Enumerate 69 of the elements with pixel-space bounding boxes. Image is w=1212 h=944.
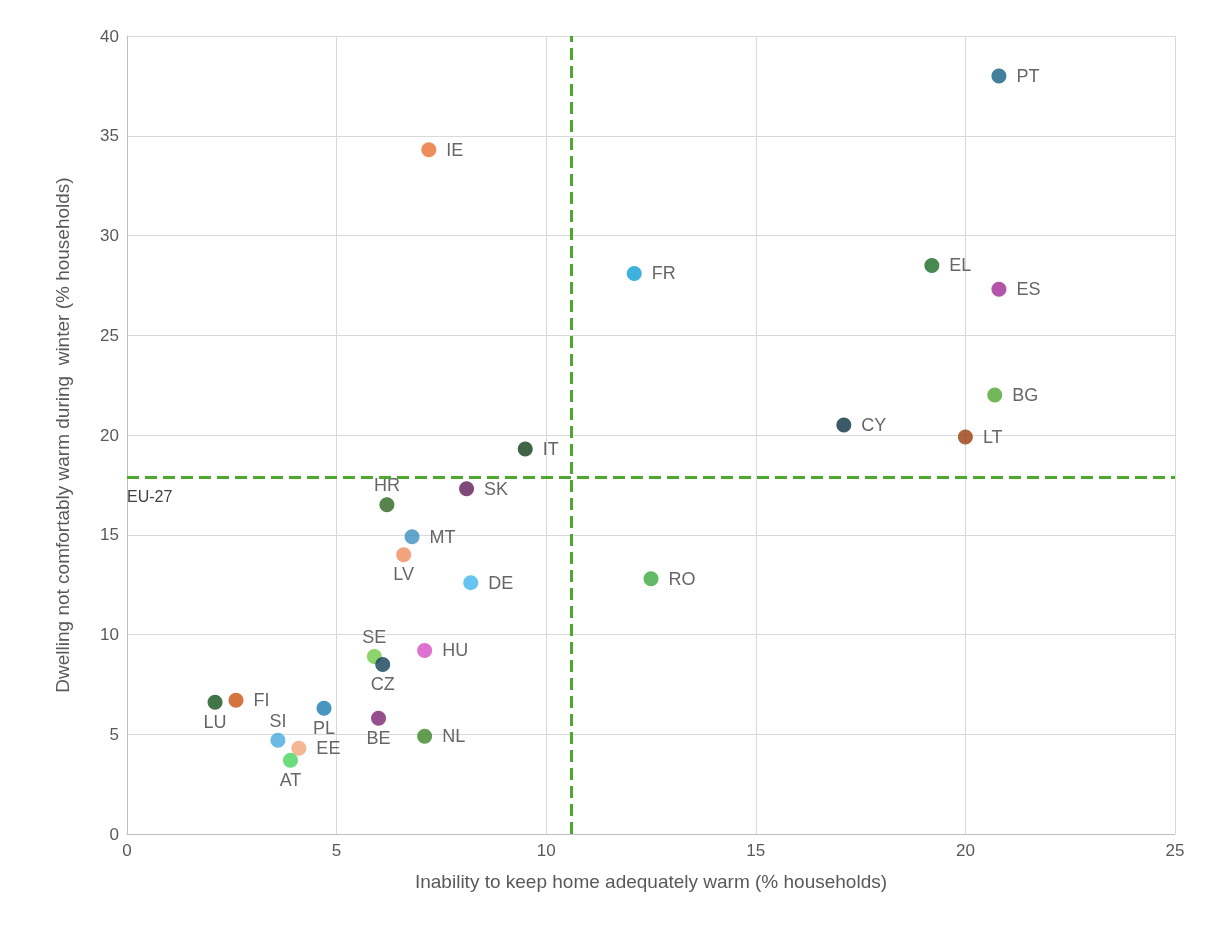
series-label: EL xyxy=(949,255,972,276)
y-tick-label: 30 xyxy=(100,226,119,245)
y-tick-label: 35 xyxy=(100,126,119,146)
series-label: LU xyxy=(203,711,227,732)
series-label: BG xyxy=(1012,385,1039,406)
y-tick-label: 0 xyxy=(109,824,119,844)
point xyxy=(379,497,395,513)
series-label: DE xyxy=(488,572,514,593)
point xyxy=(417,642,433,658)
series-label: IE xyxy=(446,139,464,160)
series-label: AT xyxy=(279,769,302,790)
point xyxy=(957,429,973,445)
y-tick-label: 25 xyxy=(100,325,119,345)
series-label: FR xyxy=(651,263,676,284)
y-tick-label: 5 xyxy=(109,724,119,744)
y-axis-title: Dwelling not comfortably warm during winter (% households) xyxy=(52,177,73,693)
series-label: HU xyxy=(442,640,469,661)
x-tick-label: 25 xyxy=(1165,841,1185,860)
point xyxy=(463,575,479,591)
ref-line-label: EU-27 xyxy=(127,488,173,506)
x-tick-label: 5 xyxy=(331,841,342,860)
x-tick-label: 10 xyxy=(536,841,556,860)
series-label: PL xyxy=(313,717,336,738)
series-label: LT xyxy=(982,426,1003,447)
y-tick-label: 40 xyxy=(100,26,119,46)
series-label: SK xyxy=(484,478,509,499)
point xyxy=(270,732,286,748)
series-label: NL xyxy=(442,726,466,747)
y-tick-label: 20 xyxy=(100,425,119,445)
series-label: PT xyxy=(1016,65,1040,86)
series-label: LV xyxy=(393,564,415,585)
point xyxy=(991,68,1007,84)
point xyxy=(207,694,223,710)
point xyxy=(517,441,533,457)
series-label: CZ xyxy=(370,673,395,694)
point xyxy=(371,710,387,726)
series-label: ES xyxy=(1016,279,1041,300)
series-label: SI xyxy=(269,710,287,731)
series-label: HR xyxy=(373,475,400,496)
series-label: RO xyxy=(668,568,696,589)
point xyxy=(417,728,433,744)
point xyxy=(404,529,420,545)
series-label: MT xyxy=(429,526,456,547)
point xyxy=(291,740,307,756)
point xyxy=(316,700,332,716)
point xyxy=(924,257,940,273)
y-tick-label: 10 xyxy=(100,625,119,644)
point xyxy=(283,752,298,768)
point xyxy=(836,417,852,433)
point xyxy=(987,387,1003,403)
series-label: SE xyxy=(362,626,387,647)
point xyxy=(421,142,437,158)
point xyxy=(459,481,475,497)
point xyxy=(375,656,391,672)
point xyxy=(626,265,642,281)
point xyxy=(396,547,412,563)
series-label: BE xyxy=(366,727,391,748)
x-axis-title: Inability to keep home adequately warm (% households) xyxy=(414,871,888,892)
series-label: CY xyxy=(861,415,887,436)
x-tick-label: 20 xyxy=(955,841,975,860)
series-label: EE xyxy=(316,738,341,759)
series-label: FI xyxy=(253,690,270,711)
y-tick-label: 15 xyxy=(100,525,119,545)
point xyxy=(643,571,659,587)
series-label: IT xyxy=(542,438,559,459)
point xyxy=(228,692,244,708)
point xyxy=(991,281,1007,297)
x-tick-label: 0 xyxy=(122,841,132,860)
x-tick-label: 15 xyxy=(746,841,766,860)
